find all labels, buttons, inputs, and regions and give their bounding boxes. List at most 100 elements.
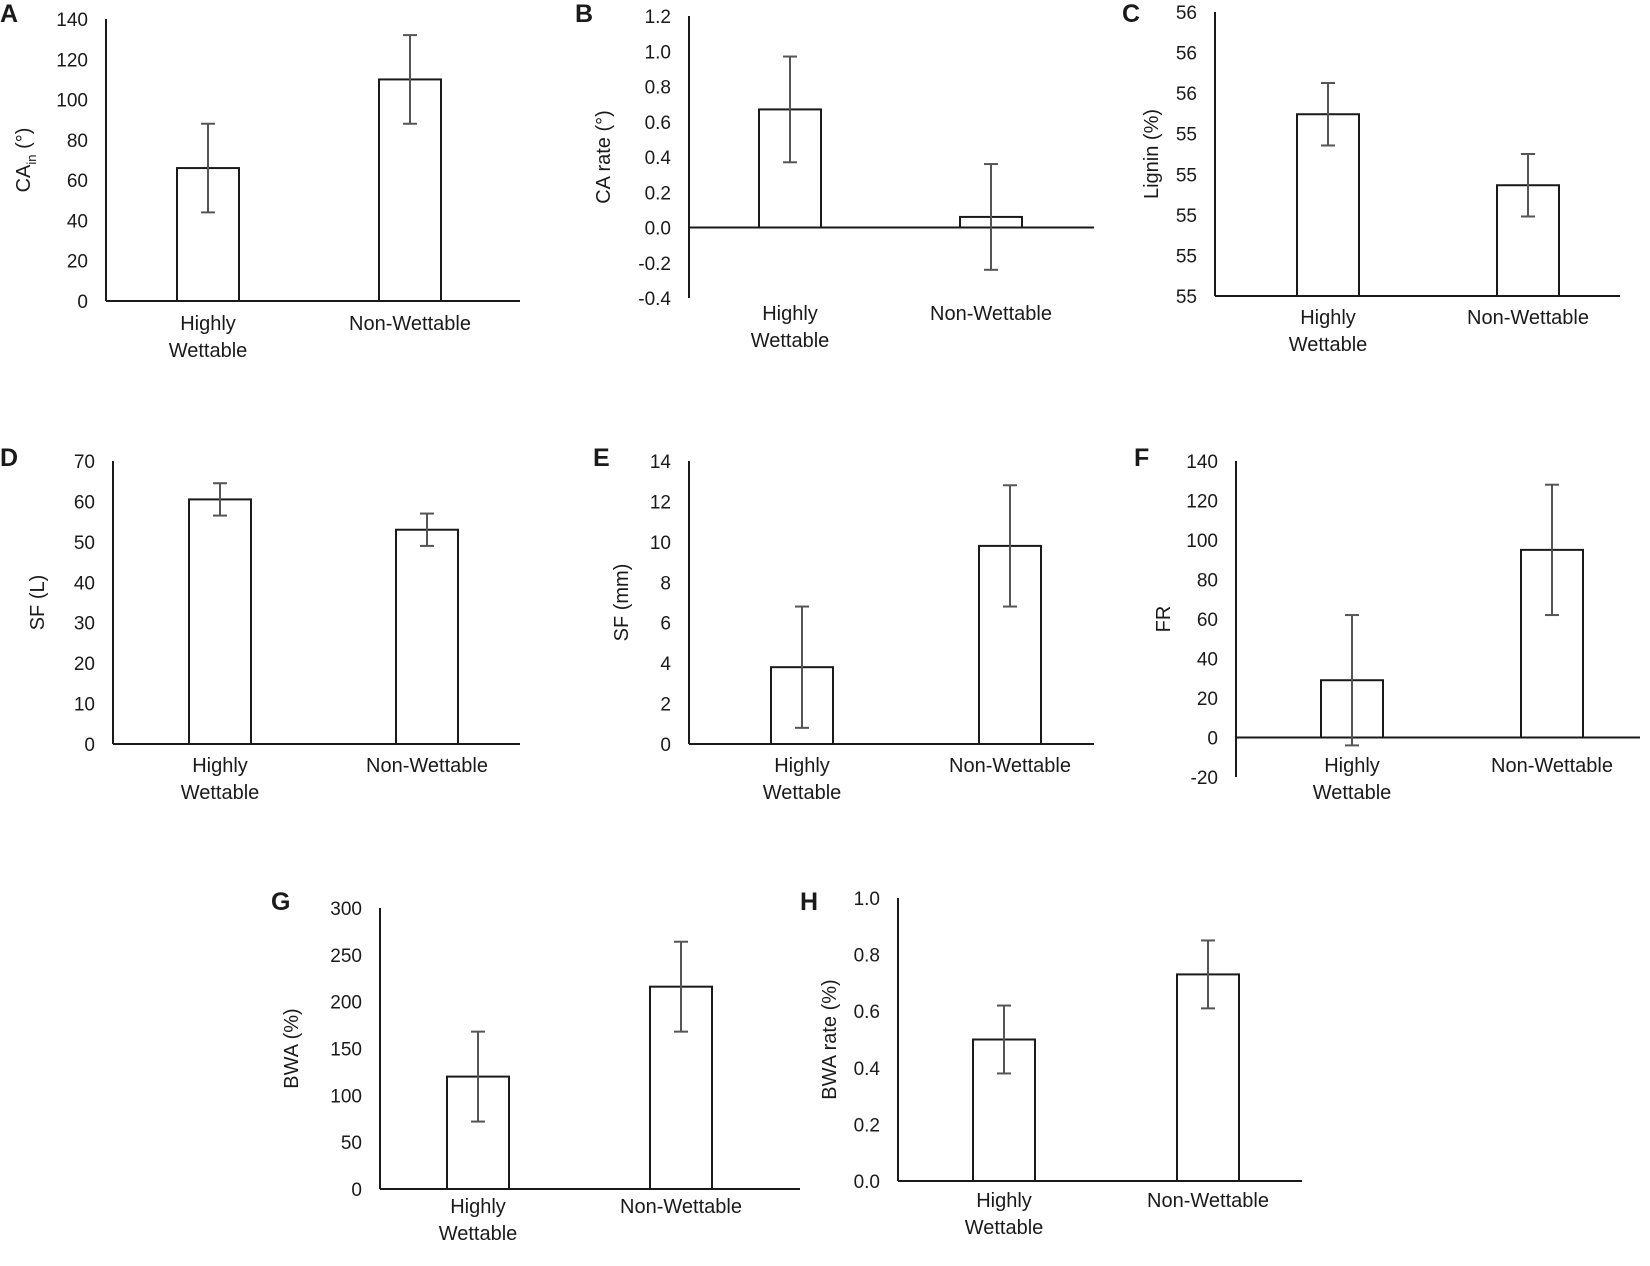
category-label: Non-Wettable	[949, 755, 1071, 777]
category-label: Non-Wettable	[1467, 307, 1589, 329]
bar-non-wettable	[378, 78, 442, 302]
y-tick-label: 20	[1197, 689, 1218, 710]
y-tick-label: 50	[74, 533, 95, 554]
y-tick-label: 55	[1176, 206, 1197, 227]
category-label: Highly Wettable	[439, 1196, 518, 1245]
category-label: Non-Wettable	[1147, 1190, 1269, 1212]
y-tick-label: 4	[660, 654, 671, 675]
y-axis-label: FR	[1153, 606, 1175, 633]
category-label: Highly Wettable	[1289, 307, 1368, 356]
category-label: Non-Wettable	[366, 755, 488, 777]
y-tick-label: 14	[650, 452, 672, 473]
y-tick-label: 56	[1176, 84, 1197, 105]
y-tick-label: 55	[1176, 287, 1197, 308]
panel-B: B -0.4 -0.2 0.0 0.2 0.4 0.6 0.8 1.0 1.2 CA rate (°…	[575, 0, 1094, 352]
y-tick-label: 140	[56, 10, 88, 31]
y-tick-label: 0.2	[854, 1115, 880, 1136]
y-tick-label: 56	[1176, 44, 1197, 65]
y-tick-label: -0.2	[638, 254, 671, 275]
y-tick-label: 50	[341, 1133, 362, 1154]
y-tick-label: 12	[650, 492, 671, 513]
category-label: Non-Wettable	[1491, 755, 1613, 777]
y-tick-label: 0	[77, 292, 88, 313]
bar-non-wettable	[395, 528, 459, 745]
category-label: Highly Wettable	[169, 313, 248, 362]
panel-letter: B	[575, 0, 593, 28]
y-tick-label: 0	[351, 1180, 362, 1201]
y-axis-label: BWA rate (%)	[819, 979, 841, 1099]
y-tick-label: 100	[56, 91, 88, 112]
y-tick-label: 30	[74, 614, 95, 635]
category-label: Non-Wettable	[930, 303, 1052, 325]
y-tick-label: 1.0	[645, 42, 671, 63]
category-label: Non-Wettable	[620, 1196, 742, 1218]
y-tick-label: 0.4	[854, 1059, 881, 1080]
y-tick-label: 0.6	[854, 1002, 880, 1023]
y-tick-label: 10	[74, 695, 95, 716]
y-tick-label: 0.8	[645, 78, 671, 99]
panel-F: F -20 0 20 40 60 80 100 120 140 FR Highly Wettable No…	[1134, 444, 1640, 804]
y-tick-label: 40	[67, 211, 88, 232]
y-tick-label: -0.4	[638, 289, 671, 310]
y-tick-label: 0.2	[645, 183, 671, 204]
y-axis-label: Lignin (%)	[1141, 109, 1163, 199]
y-tick-label: 60	[1197, 610, 1218, 631]
y-tick-label: 10	[650, 533, 671, 554]
category-label: Highly Wettable	[751, 303, 830, 352]
panel-letter: E	[593, 444, 610, 472]
y-axis-label: CAin (°)	[13, 128, 39, 193]
y-axis-label: BWA (%)	[281, 1008, 303, 1088]
y-tick-label: 100	[1186, 531, 1218, 552]
y-tick-label: 55	[1176, 246, 1197, 267]
y-tick-label: 300	[330, 899, 362, 920]
y-tick-label: 80	[67, 131, 88, 152]
y-tick-label: 200	[330, 993, 362, 1014]
y-tick-label: -20	[1191, 768, 1218, 789]
y-tick-label: 40	[1197, 650, 1218, 671]
y-tick-label: 60	[74, 492, 95, 513]
panel-letter: A	[0, 0, 18, 28]
y-tick-label: 80	[1197, 571, 1218, 592]
y-tick-label: 140	[1186, 452, 1218, 473]
y-tick-label: 0.6	[645, 113, 671, 134]
y-tick-label: 0.0	[645, 219, 671, 240]
panel-E: E 0 2 4 6 8 10 12 14 SF (mm) Highly Wettable Non-Wet…	[593, 444, 1094, 804]
category-label: Highly Wettable	[1313, 755, 1392, 804]
y-axis-label: CA rate (°)	[593, 110, 615, 204]
y-tick-label: 150	[330, 1040, 362, 1061]
y-tick-label: 1.0	[854, 889, 880, 910]
bar-highly-wettable	[758, 108, 822, 229]
y-tick-label: 0	[84, 735, 95, 756]
panel-A: A 0 20 40 60 80 100 120 140 CAin (°) Highly Wettabl…	[0, 0, 520, 362]
y-tick-label: 1.2	[645, 7, 671, 28]
panel-D: D 0 10 20 30 40 50 60 70 SF (L) Highly Wettable Non-…	[0, 444, 520, 804]
y-tick-label: 250	[330, 946, 362, 967]
y-tick-label: 8	[660, 573, 671, 594]
y-tick-label: 55	[1176, 165, 1197, 186]
y-tick-label: 40	[74, 573, 95, 594]
category-label: Non-Wettable	[349, 313, 471, 335]
category-label: Highly Wettable	[181, 755, 260, 804]
category-label: Highly Wettable	[965, 1190, 1044, 1239]
y-axis-label: SF (L)	[27, 575, 49, 631]
y-tick-label: 100	[330, 1086, 362, 1107]
y-tick-label: 56	[1176, 3, 1197, 24]
y-tick-label: 120	[1186, 492, 1218, 513]
y-tick-label: 55	[1176, 125, 1197, 146]
bar-highly-wettable	[188, 498, 252, 745]
y-tick-label: 120	[56, 50, 88, 71]
panel-letter: C	[1122, 0, 1140, 28]
y-tick-label: 6	[660, 614, 671, 635]
panel-letter: G	[271, 888, 290, 916]
y-tick-label: 0.8	[854, 946, 880, 967]
panel-H: H 0.0 0.2 0.4 0.6 0.8 1.0 BWA rate (%) Highly Wet…	[800, 888, 1302, 1239]
y-axis-label: SF (mm)	[611, 564, 633, 642]
y-tick-label: 20	[67, 252, 88, 273]
y-tick-label: 0.0	[854, 1172, 880, 1193]
y-tick-label: 20	[74, 654, 95, 675]
panel-G: G 0 50 100 150 200 250 300 BWA (%) Highly Wettable…	[271, 888, 800, 1245]
panel-C: C 55 55 55 55 55 56 56 56 Lignin (%) Highly Wettabl…	[1122, 0, 1620, 356]
y-tick-label: 60	[67, 171, 88, 192]
panel-letter: H	[800, 888, 818, 916]
